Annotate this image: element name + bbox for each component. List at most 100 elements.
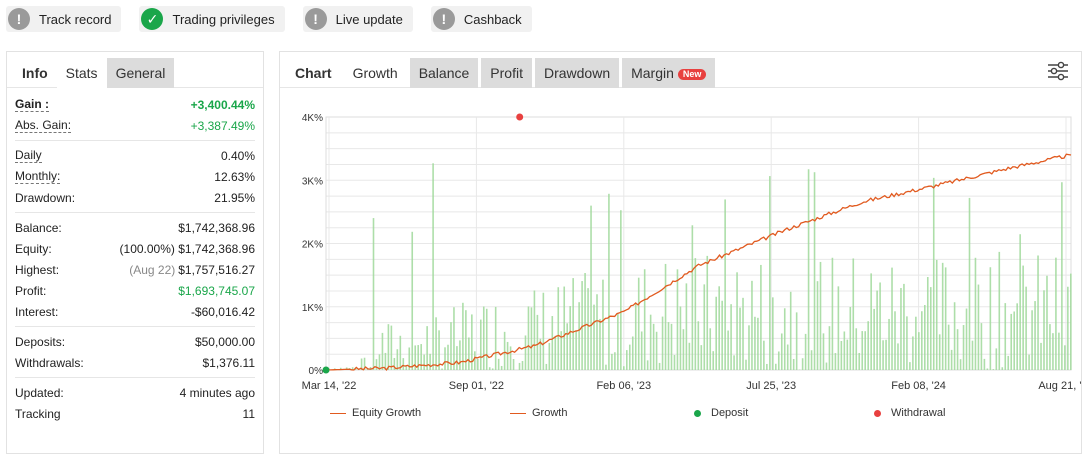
stat-abs-gain: Abs. Gain: +3,387.49% <box>15 115 255 136</box>
stat-label[interactable]: Abs. Gain: <box>15 117 72 133</box>
badge-trading-privileges[interactable]: ✓ Trading privileges <box>139 6 285 32</box>
activity-bar <box>852 258 855 370</box>
activity-bar <box>1007 355 1010 370</box>
activity-bar <box>378 354 381 370</box>
activity-bar <box>751 280 753 370</box>
stat-equity: Equity: (100.00%) $1,742,368.96 <box>15 238 255 259</box>
activity-bar <box>453 307 455 370</box>
activity-bar <box>485 308 488 370</box>
activity-bar <box>572 278 574 370</box>
stat-value: $1,376.11 <box>202 355 256 370</box>
legend-withdrawal[interactable]: Withdrawal <box>874 407 1014 419</box>
tab-stats[interactable]: Stats <box>56 58 107 88</box>
activity-bar <box>1070 273 1072 370</box>
badge-label: Cashback <box>463 11 522 27</box>
activity-bar <box>387 324 390 370</box>
activity-bar <box>950 349 953 370</box>
stat-value: +3,400.44% <box>190 97 255 112</box>
activity-bar <box>468 337 470 370</box>
stat-label[interactable]: Gain : <box>15 96 50 112</box>
withdrawal-marker <box>516 113 524 121</box>
tab-general[interactable]: General <box>106 58 175 88</box>
stat-value: $50,000.00 <box>194 334 255 349</box>
stat-value: 4 minutes ago <box>179 385 255 400</box>
chart-lines <box>325 153 1072 371</box>
activity-bar <box>1058 332 1060 370</box>
activity-bar <box>423 354 425 370</box>
activity-bar <box>1031 310 1033 370</box>
activity-bar <box>700 345 703 370</box>
x-tick-label: Jul 25, '23 <box>746 380 796 392</box>
activity-bar <box>682 329 685 370</box>
activity-bar <box>935 259 938 370</box>
activity-bar <box>780 333 783 370</box>
tab-balance[interactable]: Balance <box>409 58 479 88</box>
activity-bar <box>417 345 419 370</box>
activity-bar <box>876 290 878 370</box>
tab-info[interactable]: Info <box>22 65 48 81</box>
activity-bar <box>611 353 613 370</box>
stat-label: Interest: <box>15 304 59 319</box>
stat-label[interactable]: Monthly: <box>15 168 61 184</box>
chart-panel: Chart Growth Balance Profit Drawdown Mar… <box>279 51 1082 454</box>
tab-drawdown[interactable]: Drawdown <box>534 58 620 88</box>
activity-bar <box>825 362 828 370</box>
badge-live-update[interactable]: ! Live update <box>302 6 413 32</box>
activity-bar <box>864 331 866 370</box>
tab-growth[interactable]: Growth <box>352 65 398 81</box>
activity-bar <box>518 362 521 370</box>
activity-bar <box>658 362 661 370</box>
legend-deposit[interactable]: Deposit <box>694 407 874 419</box>
activity-bar <box>795 312 798 370</box>
tab-margin[interactable]: Margin New <box>622 58 716 88</box>
activity-bar <box>578 302 580 370</box>
activity-bar <box>634 303 637 370</box>
settings-sliders-icon[interactable] <box>1047 61 1069 81</box>
activity-bar <box>1019 234 1021 370</box>
activity-bar <box>626 350 628 370</box>
activity-bar <box>766 363 768 370</box>
tab-profit[interactable]: Profit <box>481 58 532 88</box>
exclamation-icon: ! <box>8 8 30 30</box>
activity-bar <box>411 231 414 370</box>
activity-bar <box>1013 311 1015 370</box>
activity-bar <box>906 316 908 370</box>
activity-bar <box>1037 255 1039 370</box>
activity-bar <box>801 358 804 370</box>
activity-bar <box>614 352 616 370</box>
activity-bar <box>897 343 899 370</box>
stat-profit: Profit: $1,693,745.07 <box>15 280 255 301</box>
stat-monthly: Monthly: 12.63% <box>15 166 255 187</box>
legend-equity-growth[interactable]: Equity Growth <box>330 407 510 419</box>
activity-bar <box>339 367 342 370</box>
activity-bar <box>909 362 911 370</box>
activity-bar <box>482 306 485 370</box>
y-tick-label: 3K% <box>302 176 323 187</box>
x-tick-label: Feb 06, '23 <box>596 380 651 392</box>
activity-bar <box>477 358 479 370</box>
stat-value: -$60,016.42 <box>190 304 255 319</box>
badge-cashback[interactable]: ! Cashback <box>430 6 532 32</box>
badge-track-record[interactable]: ! Track record <box>6 6 122 32</box>
badge-label: Live update <box>335 11 403 27</box>
activity-bar <box>530 307 533 370</box>
stat-interest: Interest: -$60,016.42 <box>15 301 255 322</box>
activity-bar <box>688 342 691 370</box>
x-tick-label: Sep 01, '22 <box>449 380 504 392</box>
tab-chart[interactable]: Chart <box>295 65 332 81</box>
legend-growth[interactable]: Growth <box>510 407 694 419</box>
activity-bar <box>819 261 822 370</box>
activity-bar <box>882 340 884 370</box>
stat-value: 12.63% <box>214 169 255 184</box>
activity-bar <box>769 176 771 370</box>
activity-bar <box>548 342 551 370</box>
activity-bar <box>384 352 387 370</box>
stat-label[interactable]: Daily <box>15 147 42 163</box>
chart-tabs: Chart Growth Balance Profit Drawdown Mar… <box>280 52 1081 88</box>
activity-bar <box>405 365 408 370</box>
activity-bar <box>870 273 872 370</box>
activity-bar <box>512 359 515 370</box>
activity-bar <box>1052 333 1054 370</box>
activity-bar <box>915 316 917 370</box>
activity-bar <box>858 352 861 370</box>
